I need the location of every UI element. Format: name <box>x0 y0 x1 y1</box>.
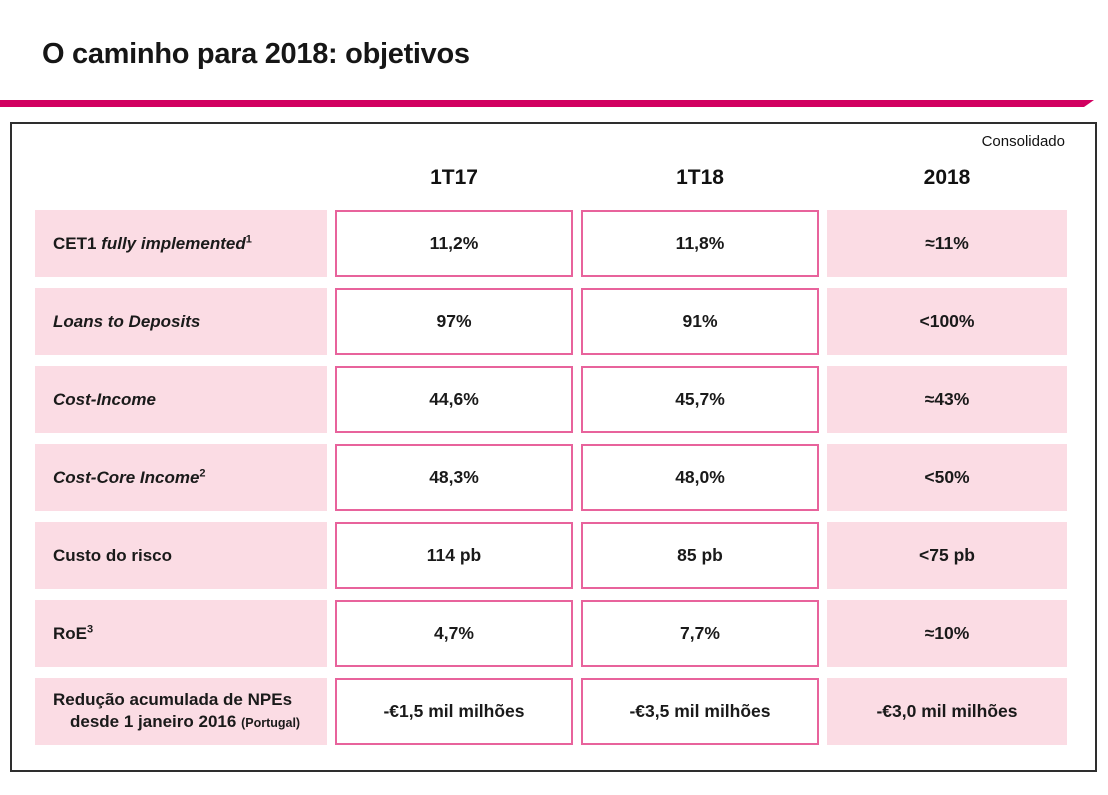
table-row-cost-income: Cost-Income 44,6% 45,7% ≈43% <box>35 366 1067 433</box>
row-label-text: CET1 fully implemented1 <box>53 232 252 253</box>
row-label-text: RoE3 <box>53 622 94 643</box>
objectives-table: Consolidado 1T17 1T18 2018 CET1 fully im… <box>10 122 1097 772</box>
table-row-reducao-npes: Redução acumulada de NPEs desde 1 janeir… <box>35 678 1067 745</box>
value-box-1t17: 48,3% <box>335 444 573 511</box>
row-label-text: Custo do risco <box>53 545 173 565</box>
row-label: Cost-Core Income2 <box>35 444 327 511</box>
row-label: CET1 fully implemented1 <box>35 210 327 277</box>
row-label-text: Cost-Income <box>53 389 156 409</box>
target-cell-2018: <75 pb <box>827 522 1067 589</box>
value-box-1t18: -€3,5 mil milhões <box>581 678 819 745</box>
target-cell-2018: ≈10% <box>827 600 1067 667</box>
column-header-1t17: 1T17 <box>430 166 478 189</box>
row-label-text: Cost-Core Income2 <box>53 466 206 487</box>
row-label-line2: desde 1 janeiro 2016 (Portugal) <box>70 712 301 731</box>
table-row-custo-do-risco: Custo do risco 114 pb 85 pb <75 pb <box>35 522 1067 589</box>
value-box-1t17: 114 pb <box>335 522 573 589</box>
footnote-marker: 2 <box>199 466 206 479</box>
page-title: O caminho para 2018: objetivos <box>42 38 470 70</box>
value-box-1t18: 11,8% <box>581 210 819 277</box>
title-underline <box>0 100 1094 107</box>
row-label: Cost-Income <box>35 366 327 433</box>
value-box-1t18: 91% <box>581 288 819 355</box>
target-cell-2018: <50% <box>827 444 1067 511</box>
row-label-text: Redução acumulada de NPEs <box>53 690 293 709</box>
value-box-1t18: 7,7% <box>581 600 819 667</box>
target-cell-2018: ≈11% <box>827 210 1067 277</box>
column-header-2018: 2018 <box>923 166 971 189</box>
target-cell-2018: ≈43% <box>827 366 1067 433</box>
value-box-1t17: 11,2% <box>335 210 573 277</box>
column-headers: 1T17 1T18 2018 <box>35 166 1063 190</box>
row-label: Loans to Deposits <box>35 288 327 355</box>
footnote-marker: 3 <box>87 622 94 635</box>
value-box-1t17: 4,7% <box>335 600 573 667</box>
footnote-marker: 1 <box>245 232 252 245</box>
table-row-loans-to-deposits: Loans to Deposits 97% 91% <100% <box>35 288 1067 355</box>
row-label: Custo do risco <box>35 522 327 589</box>
table-row-cost-core-income: Cost-Core Income2 48,3% 48,0% <50% <box>35 444 1067 511</box>
row-label-text: Loans to Deposits <box>53 311 201 331</box>
column-header-spacer <box>35 166 327 190</box>
value-box-1t18: 45,7% <box>581 366 819 433</box>
target-cell-2018: <100% <box>827 288 1067 355</box>
row-label: Redução acumulada de NPEs desde 1 janeir… <box>35 678 327 745</box>
value-box-1t18: 48,0% <box>581 444 819 511</box>
row-label-note: (Portugal) <box>241 716 301 730</box>
value-box-1t17: 97% <box>335 288 573 355</box>
table-row-roe: RoE3 4,7% 7,7% ≈10% <box>35 600 1067 667</box>
scope-label: Consolidado <box>981 133 1065 150</box>
value-box-1t17: 44,6% <box>335 366 573 433</box>
table-row-cet1: CET1 fully implemented1 11,2% 11,8% ≈11% <box>35 210 1067 277</box>
value-box-1t18: 85 pb <box>581 522 819 589</box>
target-cell-2018: -€3,0 mil milhões <box>827 678 1067 745</box>
value-box-1t17: -€1,5 mil milhões <box>335 678 573 745</box>
row-label: RoE3 <box>35 600 327 667</box>
column-header-1t18: 1T18 <box>676 166 724 189</box>
table-body: CET1 fully implemented1 11,2% 11,8% ≈11%… <box>35 210 1067 745</box>
